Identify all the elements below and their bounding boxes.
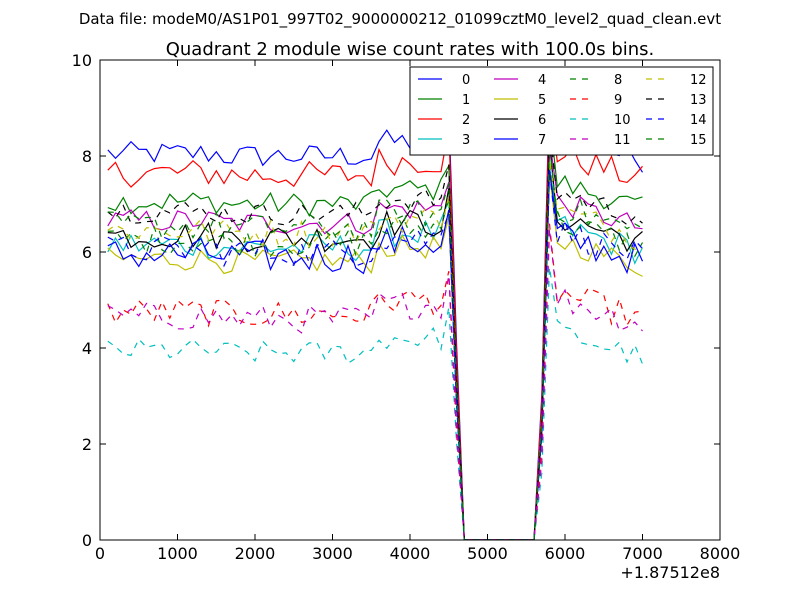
series-line-11 (107, 228, 643, 540)
legend-label-7: 7 (538, 133, 546, 148)
series-line-8 (107, 166, 644, 540)
legend-label-6: 6 (538, 113, 546, 128)
y-tick-label: 8 (82, 147, 92, 166)
y-tick-label: 6 (82, 243, 92, 262)
x-tick-label: 2000 (235, 544, 276, 563)
x-tick-label: 1000 (157, 544, 198, 563)
x-tick-label: 3000 (312, 544, 353, 563)
series-line-7 (107, 170, 644, 540)
legend-label-1: 1 (462, 93, 470, 108)
series-line-14 (107, 170, 643, 540)
x-tick-label: 8000 (700, 544, 741, 563)
legend-label-11: 11 (614, 133, 631, 148)
x-offset-label: +1.87512e8 (620, 563, 720, 582)
x-axis: 0 1000 2000 3000 4000 5000 6000 7000 8000 (95, 60, 740, 563)
series-line-13 (107, 124, 643, 540)
chart-suptitle: Data file: modeM0/AS1P01_997T02_90000002… (79, 10, 721, 29)
legend-label-12: 12 (690, 73, 707, 88)
legend-label-13: 13 (690, 93, 707, 108)
legend-label-5: 5 (538, 93, 546, 108)
y-tick-label: 4 (82, 339, 92, 358)
y-tick-label: 0 (82, 531, 92, 550)
plot-area (99, 59, 721, 541)
series-line-4 (107, 140, 643, 540)
x-tick-label: 7000 (622, 544, 663, 563)
legend-label-0: 0 (462, 73, 470, 88)
x-tick-label: 0 (95, 544, 105, 563)
legend-label-8: 8 (614, 73, 622, 88)
legend-label-15: 15 (690, 133, 707, 148)
legend-label-14: 14 (690, 113, 707, 128)
series-line-5 (107, 171, 643, 540)
legend-label-4: 4 (538, 73, 546, 88)
series-line-12 (107, 160, 643, 540)
series-line-2 (107, 97, 643, 540)
legend-label-2: 2 (462, 113, 470, 128)
x-tick-label: 5000 (467, 544, 508, 563)
legend-box (409, 66, 714, 156)
x-tick-label: 6000 (545, 544, 586, 563)
x-tick-label: 4000 (390, 544, 431, 563)
y-tick-label: 2 (82, 435, 92, 454)
series-line-10 (107, 267, 644, 540)
legend-label-9: 9 (614, 93, 622, 108)
series-line-3 (107, 166, 644, 540)
series-line-9 (107, 223, 643, 540)
y-tick-label: 10 (72, 51, 92, 70)
legend-label-3: 3 (462, 133, 470, 148)
series-line-1 (107, 113, 643, 540)
chart-title: Quadrant 2 module wise count rates with … (166, 39, 655, 60)
legend-label-10: 10 (614, 113, 631, 128)
